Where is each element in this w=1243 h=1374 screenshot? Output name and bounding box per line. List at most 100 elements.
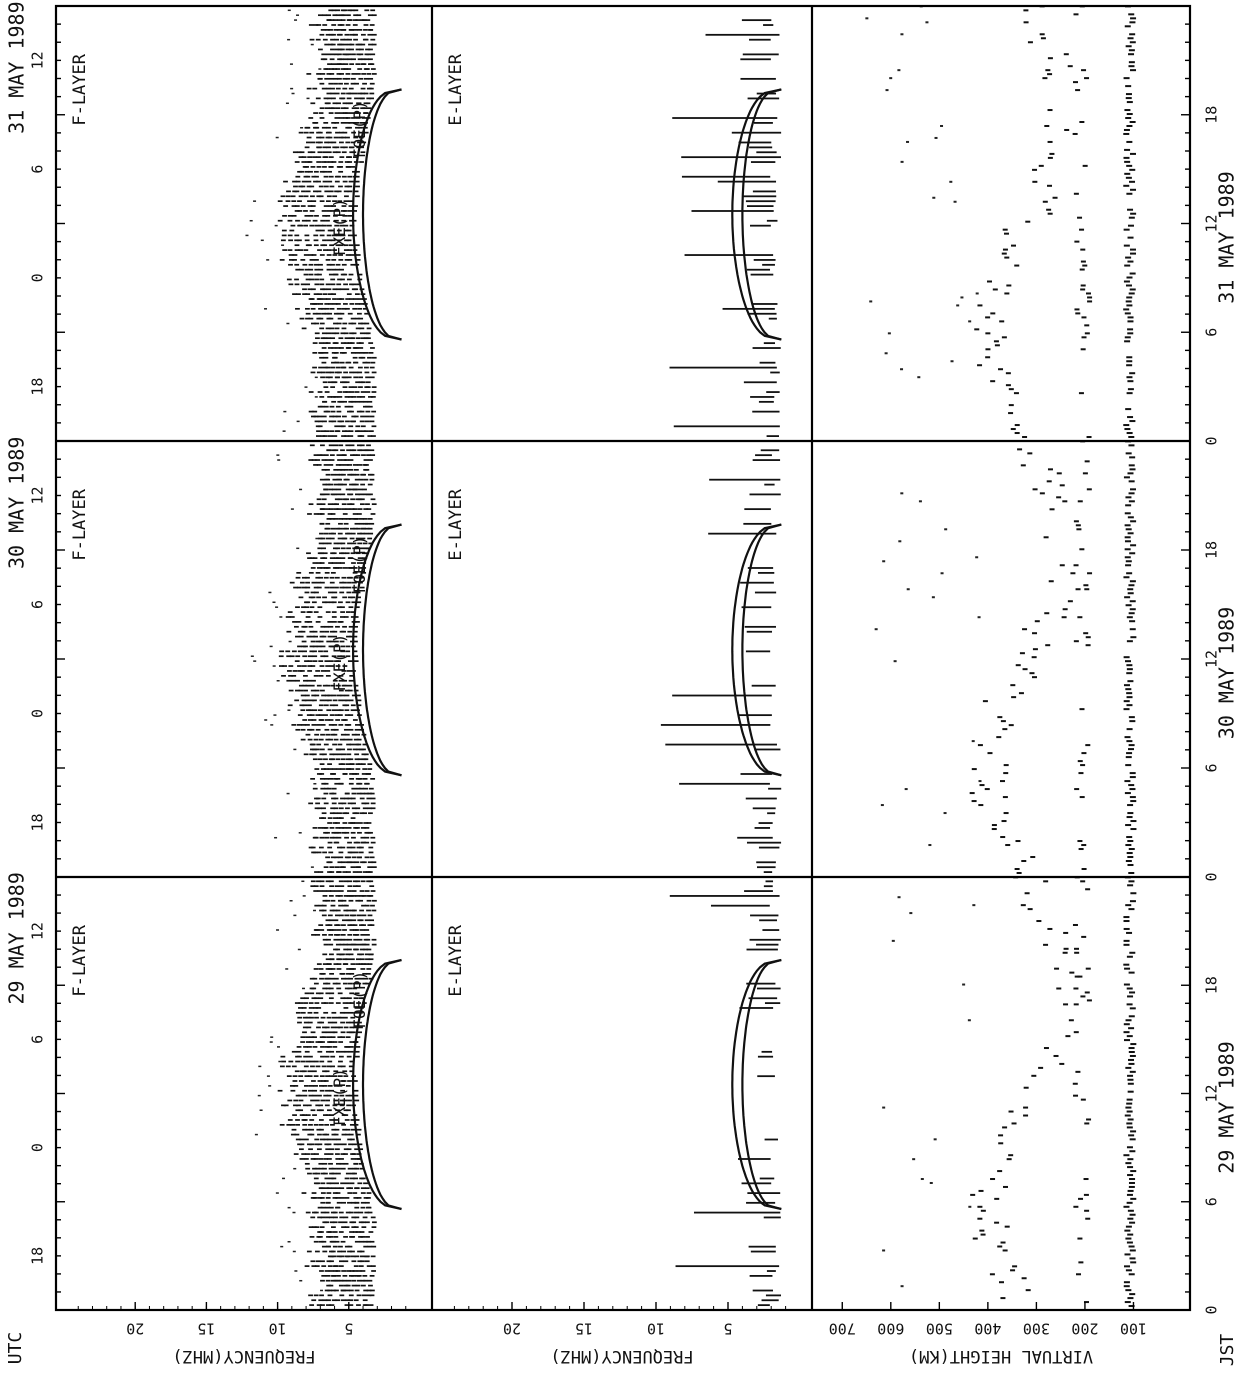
f-layer-point [345,1036,351,1039]
f-layer-point [329,459,335,461]
f-layer-point [302,1104,308,1107]
f-layer-point [328,464,334,466]
f-layer-point [342,131,348,134]
height-point [1123,280,1130,283]
f-layer-point [322,1167,327,1170]
f-layer-point [344,1255,350,1258]
f-layer-point [356,982,362,985]
height-point [1123,983,1130,986]
height-point [1022,436,1028,439]
f-layer-point [334,371,340,374]
e-layer-point [731,131,782,134]
f-layer-point [311,200,317,203]
f-layer-point [333,312,339,315]
height-point [1081,935,1087,938]
f-layer-point [360,836,366,839]
f-layer-point [331,268,336,271]
height-point [1130,69,1137,72]
panel-y-axis-label: FREQUENCY(MHZ) [550,1346,693,1366]
f-layer-point [337,200,343,203]
height-point [1085,644,1091,647]
f-layer-point [336,166,342,168]
f-layer-point [348,714,354,716]
f-layer-point [349,1182,355,1185]
f-layer-point [325,1201,331,1204]
f-layer-point [307,1021,313,1024]
e-layer-point [744,890,773,892]
f-layer-point [310,371,316,374]
e-layer-point [679,782,770,785]
f-layer-point [317,1206,323,1209]
f-layer-point [358,381,364,384]
f-layer-point [349,1123,355,1126]
f-layer-point [343,728,349,731]
f-layer-point [253,200,257,202]
f-layer-point [315,1065,321,1068]
height-point [900,160,904,163]
f-layer-point [324,493,330,496]
f-layer-point [341,415,347,418]
f-layer-point [317,616,323,618]
height-point [1127,592,1134,595]
e-layer-point [764,1138,778,1141]
f-layer-point [316,1304,322,1306]
f-layer-point [306,679,312,682]
f-layer-point [353,29,358,31]
f-layer-point [329,58,335,61]
f-layer-point [317,890,323,892]
f-layer-point [320,724,326,726]
f-layer-point [346,670,352,672]
f-layer-point [291,205,297,207]
f-layer-point [364,841,370,844]
f-layer-point [343,68,349,70]
f-layer-point [335,347,341,349]
height-point [1129,33,1136,36]
f-layer-point [353,948,358,951]
f-layer-point [308,254,314,256]
f-layer-point [304,606,310,609]
f-layer-point [362,1304,368,1306]
f-layer-point [359,19,365,21]
f-layer-point [338,904,344,907]
f-layer-point [359,1255,365,1258]
f-layer-point [317,758,323,761]
f-layer-point [355,493,360,496]
f-layer-point [301,1007,307,1009]
f-layer-point [316,24,322,26]
f-layer-point [364,552,370,555]
f-layer-point [298,1075,304,1077]
height-point [1128,65,1135,68]
f-layer-point [327,63,332,65]
f-layer-point [312,562,318,564]
height-point [1083,1301,1089,1304]
f-layer-point [314,1016,319,1019]
height-point [1034,620,1040,623]
height-point [1039,492,1045,495]
f-layer-point [321,694,326,697]
f-layer-point [332,567,338,569]
f-layer-point [260,239,264,242]
f-layer-point [301,987,305,990]
height-point [1125,660,1132,663]
f-layer-point [305,161,311,163]
f-layer-point [371,938,377,941]
f-layer-point [332,234,337,237]
height-point [1127,208,1134,211]
f-layer-point [339,1011,345,1014]
f-layer-point [319,493,325,496]
f-layer-point [360,33,366,36]
f-layer-point [338,856,344,859]
f-layer-point [318,303,324,305]
f-layer-point [311,581,317,584]
height-point [1059,484,1065,487]
height-point [1125,688,1132,691]
f-layer-point [359,332,365,335]
f-layer-point [304,1265,310,1267]
f-layer-point [370,904,375,907]
f-layer-point [351,562,356,564]
f-layer-point [312,660,318,662]
f-layer-point [345,298,351,300]
f-layer-point [316,1236,322,1238]
f-layer-point [337,400,343,403]
f-layer-point [309,630,315,633]
